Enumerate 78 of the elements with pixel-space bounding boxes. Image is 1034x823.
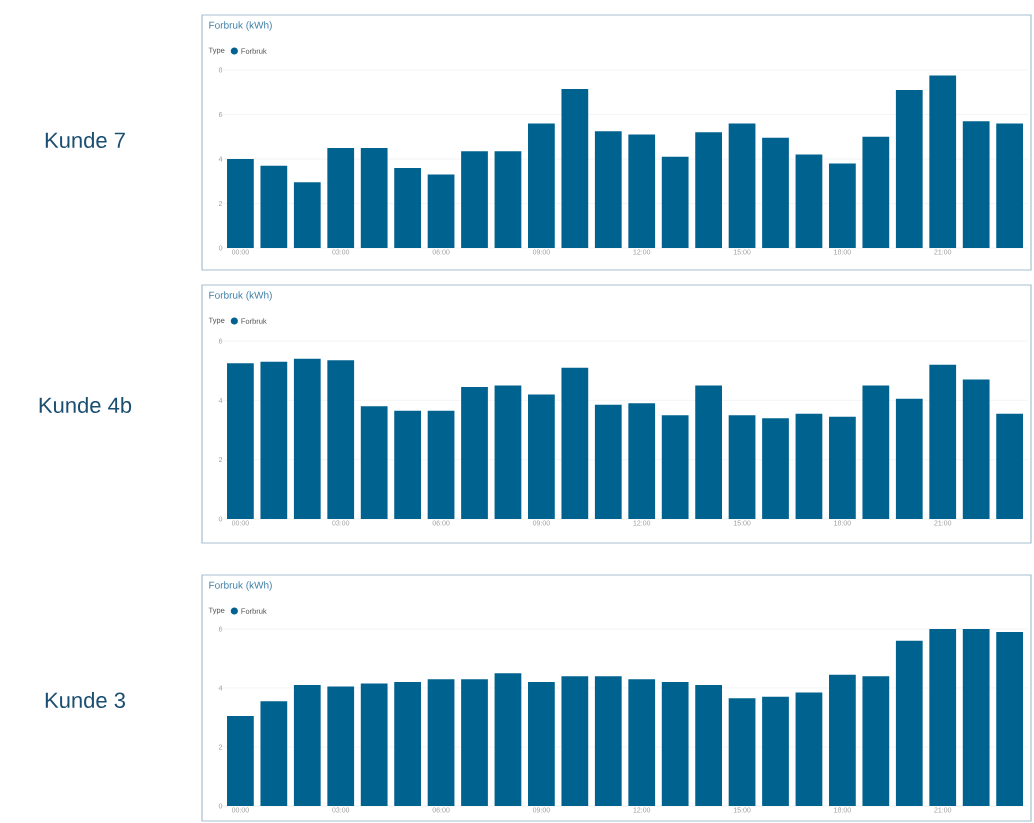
chart-title: Forbruk (kWh) [209, 21, 272, 31]
bar [962, 121, 990, 248]
bar [394, 410, 421, 519]
bar [327, 686, 355, 806]
bar [695, 132, 722, 248]
bar [996, 413, 1023, 519]
bar [394, 167, 421, 248]
bar [628, 403, 656, 519]
bar [427, 174, 455, 248]
bar [795, 692, 823, 806]
bar [728, 698, 756, 806]
bar [862, 136, 890, 248]
bar [829, 674, 856, 806]
bar [795, 413, 823, 519]
bar [962, 629, 990, 806]
bar [293, 358, 321, 519]
bar [427, 410, 455, 519]
bar [829, 416, 856, 519]
bar [728, 415, 756, 519]
bar [594, 131, 622, 248]
bar [661, 156, 689, 248]
bar [260, 361, 288, 519]
bar [929, 75, 957, 248]
bar [661, 415, 689, 519]
bar [962, 379, 990, 519]
bar [360, 406, 388, 519]
bar [762, 137, 789, 248]
text: Kunde 3 [45, 691, 125, 709]
bar [762, 418, 789, 519]
bar [427, 679, 455, 806]
bar [260, 701, 288, 806]
bar [561, 88, 589, 248]
bar [762, 696, 789, 806]
bar [528, 682, 555, 806]
bar [895, 90, 923, 248]
bar [494, 151, 522, 248]
bar [293, 182, 321, 248]
text: Kunde 4b [39, 396, 132, 414]
bar [996, 631, 1023, 806]
bar [327, 147, 355, 248]
bar [594, 676, 622, 806]
bar [695, 385, 722, 519]
bar [561, 676, 589, 806]
bar [360, 147, 388, 248]
bar [829, 163, 856, 248]
bar [561, 367, 589, 519]
bar [227, 716, 254, 806]
bar [728, 123, 756, 248]
bar [227, 159, 254, 248]
bar [996, 123, 1023, 248]
bar [895, 398, 923, 519]
bar [929, 364, 957, 519]
bar [862, 385, 890, 519]
bar [628, 679, 656, 806]
text: Kunde 7 [45, 131, 125, 149]
bar [661, 682, 689, 806]
bar [895, 640, 923, 806]
bar [695, 685, 722, 806]
bar [260, 165, 288, 248]
bar [461, 386, 488, 519]
bar [494, 385, 522, 519]
bar [628, 134, 656, 248]
chart-title: Forbruk (kWh) [209, 581, 272, 591]
bar [494, 673, 522, 806]
bar [360, 683, 388, 806]
bar [528, 394, 555, 519]
bar [795, 154, 823, 248]
bar [929, 629, 957, 806]
bar [394, 682, 421, 806]
bar [327, 360, 355, 519]
bar [461, 151, 488, 248]
chart-title: Forbruk (kWh) [209, 291, 272, 301]
bar [461, 679, 488, 806]
bar [862, 676, 890, 806]
bar [594, 404, 622, 519]
bar [528, 123, 555, 248]
bar [227, 363, 254, 519]
bar [293, 685, 321, 806]
